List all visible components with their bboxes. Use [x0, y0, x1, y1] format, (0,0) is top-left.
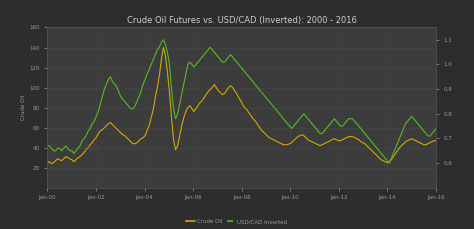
Crude Oil — [49, 162, 55, 165]
Legend: Crude Oil, USD/CAD Inverted: Crude Oil, USD/CAD Inverted — [184, 217, 290, 226]
Crude Oil — [93, 136, 99, 139]
Crude Oil — [161, 46, 166, 49]
USD/CAD Inverted — [291, 125, 296, 128]
Crude Oil — [210, 86, 215, 89]
Crude Oil — [244, 108, 250, 111]
USD/CAD Inverted — [45, 144, 50, 147]
Title: Crude Oil Futures vs. USD/CAD (Inverted): 2000 - 2016: Crude Oil Futures vs. USD/CAD (Inverted)… — [127, 16, 356, 25]
Y-axis label: Crude Oil: Crude Oil — [21, 95, 27, 120]
Line: USD/CAD Inverted: USD/CAD Inverted — [47, 40, 436, 163]
Text: babypips.com: babypips.com — [84, 143, 143, 152]
USD/CAD Inverted — [242, 71, 247, 73]
USD/CAD Inverted — [91, 120, 97, 123]
Crude Oil — [433, 139, 439, 142]
Line: Crude Oil: Crude Oil — [47, 48, 436, 164]
USD/CAD Inverted — [268, 103, 274, 105]
USD/CAD Inverted — [386, 162, 392, 164]
Crude Oil — [293, 137, 299, 140]
USD/CAD Inverted — [161, 38, 166, 41]
Crude Oil — [271, 138, 276, 141]
Crude Oil — [45, 161, 50, 164]
Crude Oil — [205, 90, 211, 93]
USD/CAD Inverted — [433, 127, 439, 130]
USD/CAD Inverted — [207, 46, 213, 49]
USD/CAD Inverted — [203, 51, 209, 54]
